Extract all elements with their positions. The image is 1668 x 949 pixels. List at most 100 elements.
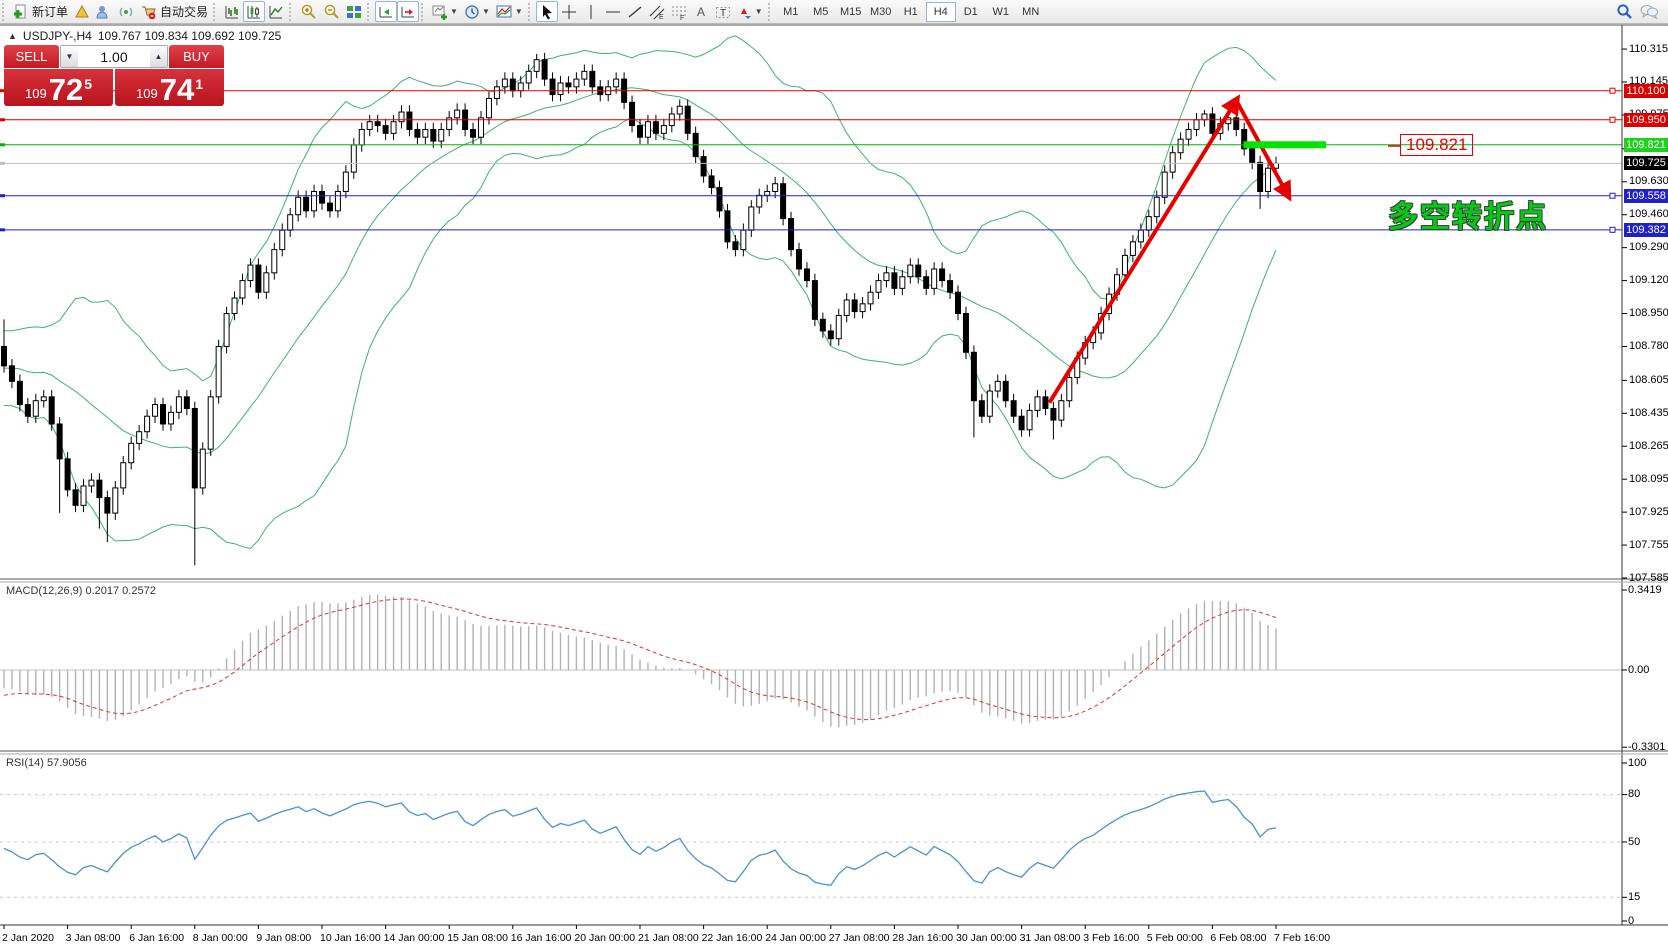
candle-bull (112, 487, 119, 514)
candle-bear (565, 82, 572, 88)
candle-bear (549, 78, 556, 96)
toolbar-grip[interactable] (367, 2, 373, 21)
price-line-handle[interactable] (1609, 116, 1616, 123)
volume-spinner: ▼ ▲ (60, 45, 168, 68)
template-button[interactable]: ▼ (493, 1, 526, 22)
toolbar-grip[interactable] (767, 2, 774, 21)
trendline-tool-button[interactable] (624, 1, 646, 22)
chevron-down-icon: ▼ (514, 7, 523, 16)
candle-bull (557, 82, 564, 96)
profiles-button[interactable]: ▼ (461, 1, 493, 22)
candle-bear (430, 128, 437, 142)
price-line-left-handle[interactable] (0, 89, 5, 93)
candle-bull (573, 78, 580, 88)
cursor-tool-button[interactable] (535, 1, 558, 22)
one-click-panel-toggle[interactable]: ▲ (8, 31, 17, 41)
price-line-handle[interactable] (1609, 226, 1616, 233)
price-line-left-handle[interactable] (0, 228, 5, 232)
price-line-handle[interactable] (1609, 192, 1616, 199)
timeframe-M5[interactable]: M5 (813, 5, 829, 18)
sell-button[interactable]: SELL (4, 45, 59, 68)
horizontal-line-tool-button[interactable] (602, 1, 624, 22)
candle-bear (382, 125, 389, 134)
chart-title: ▲ USDJPY-,H4 109.767 109.834 109.692 109… (8, 29, 281, 43)
arrows-tool-button[interactable]: ▼ (734, 1, 766, 22)
price-line-left-handle[interactable] (0, 194, 5, 198)
text-label-tool-button[interactable]: T (712, 1, 734, 22)
candle-bull (478, 117, 484, 138)
trend-arrow-up[interactable] (1047, 94, 1241, 404)
candle-bull (295, 196, 302, 216)
chart-canvas[interactable] (0, 24, 1668, 949)
ask-price-tile[interactable]: 109 74 1 (115, 69, 224, 106)
market-watch-button[interactable] (71, 1, 93, 22)
green-highlight-bar[interactable] (1243, 141, 1327, 149)
auto-scroll-button[interactable] (375, 1, 398, 22)
chat-button[interactable] (1636, 1, 1662, 22)
toolbar-grip[interactable] (421, 2, 427, 21)
candle-bull (875, 280, 882, 293)
horizontal-line-icon (605, 11, 620, 12)
cn-annotation-label[interactable]: 多空转折点 (1388, 201, 1548, 234)
price-line-left-handle[interactable] (0, 161, 5, 165)
signals-icon (119, 7, 133, 16)
zoom-in-icon (301, 4, 316, 19)
toolbar-grip[interactable] (2, 2, 8, 21)
candle-bull (883, 272, 890, 282)
macd-signal-line (3, 598, 1277, 721)
toolbar-grip[interactable] (213, 2, 219, 21)
price-line-handle[interactable] (1609, 87, 1616, 94)
volume-input[interactable] (78, 46, 150, 67)
candle-bull (263, 272, 270, 293)
candle-bear (700, 156, 707, 177)
search-icon (1617, 3, 1632, 19)
candlestick-chart-button[interactable] (243, 1, 266, 22)
bid-price-tile[interactable]: 109 72 5 (4, 69, 113, 106)
timeframe-M1[interactable]: M1 (783, 5, 799, 18)
autotrading-button[interactable]: 自动交易 (137, 1, 211, 22)
tile-windows-button[interactable] (343, 1, 365, 22)
volume-increase-button[interactable]: ▲ (150, 46, 167, 67)
timeframe-MN[interactable]: MN (1022, 5, 1040, 18)
channel-tool-button[interactable]: E (646, 1, 668, 22)
zoom-in-button[interactable] (297, 1, 320, 22)
candlestick-chart-icon (247, 5, 261, 18)
line-chart-button[interactable] (265, 1, 287, 22)
new-chart-button[interactable]: ▼ (429, 1, 461, 22)
timeframe-H1[interactable]: H1 (903, 5, 918, 18)
vertical-line-tool-button[interactable] (580, 1, 602, 22)
volume-decrease-button[interactable]: ▼ (61, 46, 78, 67)
signals-button[interactable] (115, 1, 137, 22)
text-tool-button[interactable]: A (690, 1, 712, 22)
new-order-button[interactable]: 新订单 (10, 1, 71, 22)
symbol-search-button[interactable] (1612, 1, 1636, 22)
candle-bull (175, 396, 182, 413)
toolbar-grip[interactable] (527, 2, 534, 21)
candle-bear (255, 264, 262, 293)
chart-shift-button[interactable] (397, 1, 420, 22)
zoom-out-button[interactable] (320, 1, 343, 22)
toolbar-grip[interactable] (289, 2, 295, 21)
price-callout-109821[interactable]: 109.821 (1400, 134, 1474, 156)
fibonacci-tool-button[interactable]: F (668, 1, 690, 22)
price-line-left-handle[interactable] (0, 118, 5, 122)
timeframe-M15[interactable]: M15 (840, 5, 862, 18)
bar-chart-button[interactable] (221, 1, 243, 22)
bid-pipette: 5 (84, 76, 92, 92)
candle-bull (1153, 196, 1160, 218)
candle-bull (88, 479, 95, 487)
candle-bull (517, 82, 524, 92)
timeframe-M30[interactable]: M30 (870, 5, 892, 18)
crosshair-tool-button[interactable] (558, 1, 580, 22)
buy-button[interactable]: BUY (169, 45, 224, 68)
timeframe-W1[interactable]: W1 (992, 5, 1009, 18)
candle-bull (501, 78, 508, 88)
timeframe-D1[interactable]: D1 (963, 5, 978, 18)
candle-bull (1145, 216, 1152, 231)
navigator-button[interactable] (93, 1, 115, 22)
timeframe-H4[interactable]: H4 (925, 1, 956, 22)
candle-bear (788, 218, 795, 251)
candle-bear (326, 202, 333, 212)
candle-bear (509, 78, 516, 92)
price-line-left-handle[interactable] (0, 143, 5, 147)
